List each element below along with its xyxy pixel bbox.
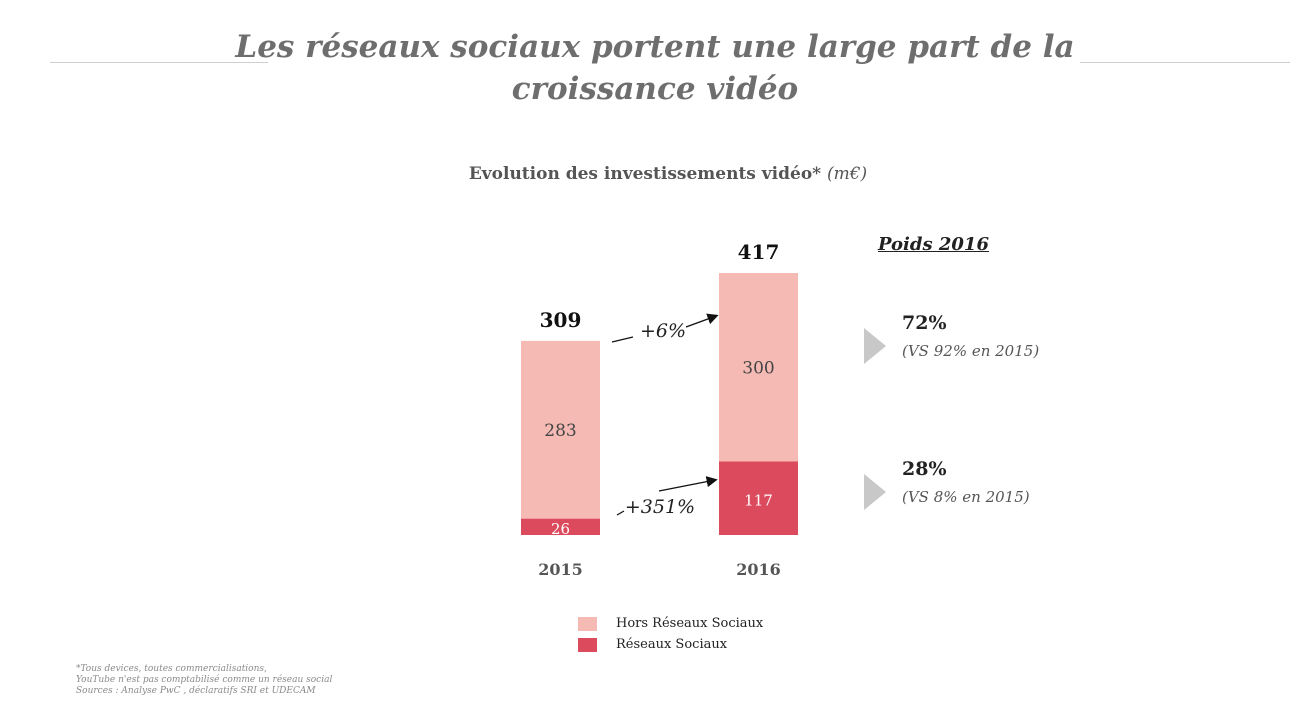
footnote: *Tous devices, toutes commercialisations… — [76, 664, 332, 697]
chart-unit: (m€) — [826, 164, 868, 184]
growth-label-reseaux: +351% — [625, 496, 695, 518]
footnote-line: Sources : Analyse PwC , déclaratifs SRI … — [76, 686, 316, 696]
slide-title-line2: croissance vidéo — [511, 71, 799, 107]
total-label-2015: 309 — [540, 308, 582, 332]
data-label-hors-reseaux-2016: 300 — [742, 358, 774, 378]
title-rule-right — [1080, 62, 1290, 63]
growth-label-hors-reseaux: +6% — [640, 320, 686, 342]
bar-hors-reseaux-2015 — [521, 340, 600, 519]
data-label-reseaux-2016: 117 — [744, 491, 773, 509]
share-value: 72% — [902, 312, 947, 334]
bar-reseaux-2016 — [719, 461, 798, 535]
growth-arrow-hors-reseaux — [685, 313, 719, 328]
x-tick-label-2015: 2015 — [538, 560, 583, 579]
legend-item-hors-reseaux: Hors Réseaux Sociaux — [578, 613, 763, 634]
share-note: (VS 92% en 2015) — [902, 342, 1040, 360]
data-label-hors-reseaux-2015: 283 — [544, 421, 576, 441]
growth-dash-reseaux — [616, 510, 625, 516]
triangle-right-icon — [864, 474, 886, 510]
footnote-line: *Tous devices, toutes commercialisations… — [76, 664, 267, 674]
x-tick-label-2016: 2016 — [736, 560, 781, 579]
slide-title: Les réseaux sociaux portent une large pa… — [0, 26, 1310, 110]
chart-title: Evolution des investissements vidéo* (m€… — [468, 163, 868, 186]
legend-label: Hors Réseaux Sociaux — [616, 616, 764, 631]
slide-title-line1: Les réseaux sociaux portent une large pa… — [235, 29, 1075, 65]
footnote-line: YouTube n'est pas comptabilisé comme un … — [76, 675, 333, 685]
total-label-2016: 417 — [738, 240, 780, 264]
growth-arrow-reseaux — [658, 476, 718, 492]
legend-swatch — [578, 616, 597, 631]
share-value: 28% — [902, 458, 947, 480]
chart-title-text: Evolution des investissements vidéo* — [468, 164, 822, 184]
legend-swatch — [578, 637, 597, 652]
legend: Hors Réseaux Sociaux Réseaux Sociaux — [578, 613, 763, 655]
bar-reseaux-2015 — [521, 518, 600, 535]
share-note: (VS 8% en 2015) — [902, 488, 1030, 506]
bar-hors-reseaux-2016 — [719, 273, 798, 462]
data-label-reseaux-2015: 26 — [551, 520, 570, 538]
growth-dash-hors-reseaux — [611, 336, 634, 343]
triangle-right-icon — [864, 328, 886, 364]
poids-title: Poids 2016 — [878, 234, 989, 255]
legend-label: Réseaux Sociaux — [616, 637, 728, 652]
legend-item-reseaux: Réseaux Sociaux — [578, 634, 763, 655]
title-rule-left — [50, 62, 268, 63]
